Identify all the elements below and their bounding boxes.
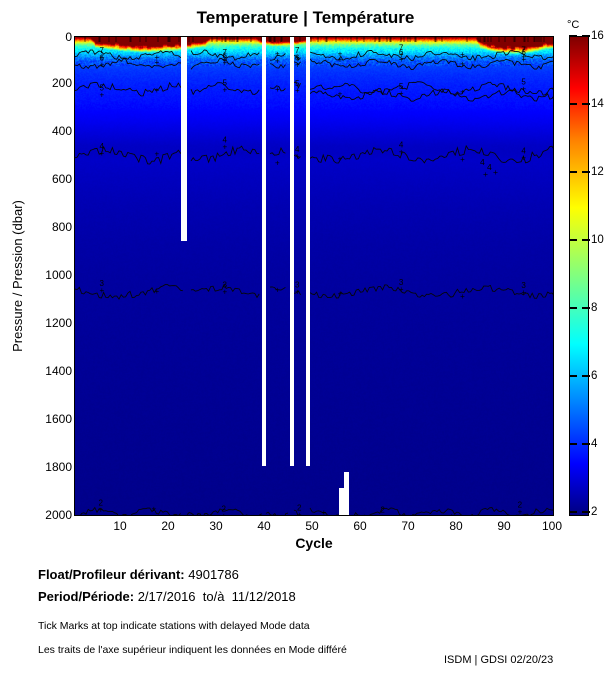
- svg-text:6: 6: [100, 53, 105, 62]
- svg-text:+: +: [460, 87, 465, 96]
- svg-text:+: +: [152, 505, 157, 514]
- svg-text:2: 2: [297, 503, 302, 512]
- svg-text:+: +: [275, 85, 280, 94]
- svg-text:+: +: [338, 56, 343, 65]
- svg-text:+: +: [322, 508, 327, 516]
- svg-text:+: +: [155, 86, 160, 95]
- svg-text:+: +: [275, 286, 280, 295]
- svg-text:5: 5: [295, 79, 300, 88]
- svg-text:4: 4: [295, 145, 300, 154]
- svg-text:3: 3: [295, 280, 300, 289]
- svg-text:+: +: [449, 512, 454, 516]
- svg-text:3: 3: [399, 278, 404, 287]
- svg-text:+: +: [460, 60, 465, 69]
- svg-text:+: +: [460, 50, 465, 59]
- svg-text:+: +: [483, 169, 488, 179]
- svg-text:4: 4: [100, 142, 105, 151]
- svg-text:+: +: [275, 513, 280, 516]
- svg-text:+: +: [460, 292, 465, 301]
- svg-text:5: 5: [223, 78, 228, 87]
- svg-text:5: 5: [521, 77, 526, 86]
- svg-text:4: 4: [399, 141, 404, 150]
- svg-text:6: 6: [399, 48, 404, 57]
- svg-text:3: 3: [100, 279, 105, 288]
- svg-text:+: +: [460, 155, 465, 164]
- svg-text:+: +: [275, 158, 280, 167]
- svg-text:2: 2: [518, 501, 523, 510]
- svg-text:2: 2: [99, 499, 104, 508]
- svg-text:+: +: [338, 289, 343, 298]
- svg-text:+: +: [155, 58, 160, 67]
- svg-text:+: +: [155, 287, 160, 296]
- svg-text:2: 2: [380, 505, 385, 514]
- svg-text:3: 3: [223, 280, 228, 289]
- svg-text:+: +: [155, 150, 160, 159]
- svg-text:+: +: [338, 154, 343, 163]
- svg-text:+: +: [338, 89, 343, 98]
- svg-text:2: 2: [222, 505, 227, 514]
- svg-text:4: 4: [480, 157, 485, 167]
- svg-text:5: 5: [399, 82, 404, 91]
- svg-text:4: 4: [223, 135, 228, 144]
- svg-text:6: 6: [223, 52, 228, 61]
- svg-text:+: +: [275, 56, 280, 65]
- svg-text:6: 6: [295, 53, 300, 62]
- svg-text:3: 3: [521, 281, 526, 290]
- svg-text:+: +: [493, 167, 498, 177]
- svg-text:4: 4: [521, 147, 526, 156]
- svg-text:6: 6: [521, 48, 526, 57]
- svg-text:5: 5: [100, 83, 105, 92]
